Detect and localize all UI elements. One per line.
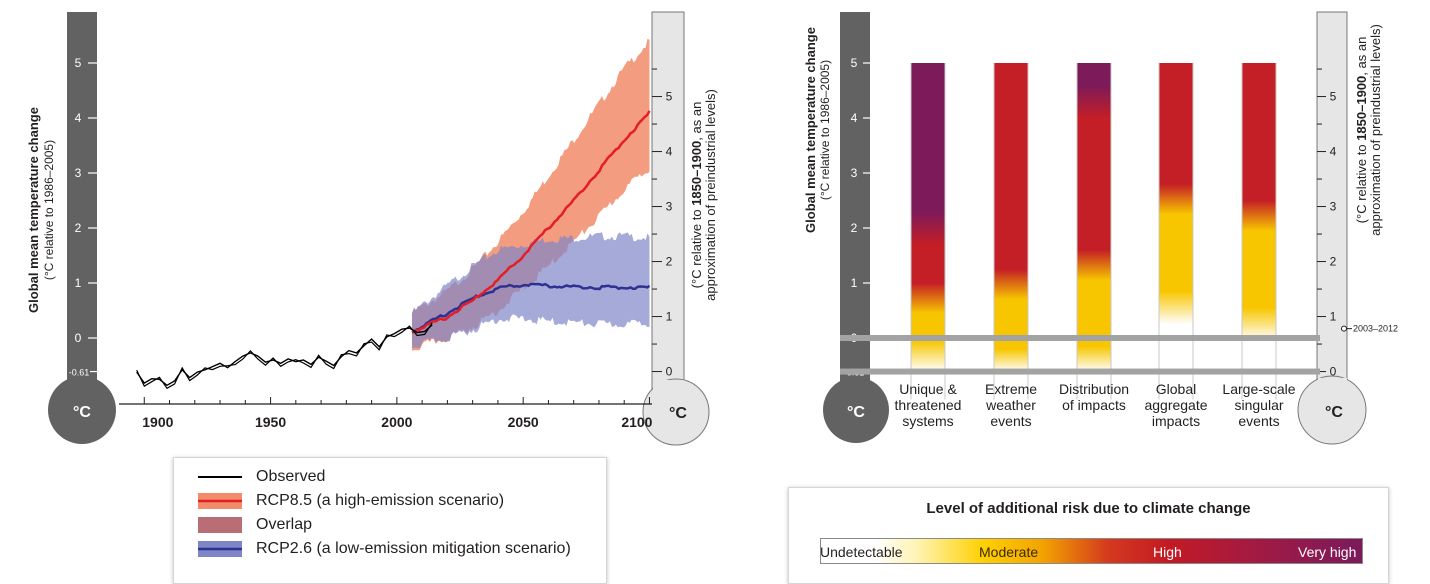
x-axis: 1900 1950 2000 2050 2100 bbox=[119, 397, 653, 430]
temperature-projection-chart: °C °C 0 1 2 3 4 5 -0.61 0 1 2 3 4 5 1900 1950 2000 205… bbox=[26, 11, 718, 446]
right-tick-label: 1 bbox=[666, 310, 673, 324]
left-axis-sublabel: (°C relative to 1986–2005) bbox=[818, 60, 832, 200]
right-tick-label: 5 bbox=[666, 90, 673, 104]
legend-swatch bbox=[198, 541, 242, 557]
left-tick-label: 3 bbox=[75, 166, 82, 180]
left-tick-label: 1 bbox=[75, 276, 82, 290]
risk-bar bbox=[994, 63, 1028, 372]
category-label: Extreme weather events bbox=[985, 381, 1037, 429]
plot-area bbox=[136, 38, 651, 390]
left-thermometer: °C bbox=[48, 12, 116, 444]
right-tick-label: 4 bbox=[666, 145, 673, 159]
right-tick-label: 3 bbox=[1330, 200, 1337, 214]
category-label: Distribution of impacts bbox=[1059, 381, 1129, 413]
left-tick-label: 0 bbox=[75, 331, 82, 345]
legend-label: RCP2.6 (a low-emission mitigation scenar… bbox=[256, 540, 571, 557]
x-tick-label: 2100 bbox=[621, 414, 652, 430]
rcp26-line bbox=[411, 282, 651, 334]
rcp85-line bbox=[411, 110, 651, 334]
annotation-marker bbox=[1341, 325, 1347, 332]
risk-bar bbox=[1242, 63, 1276, 372]
legend-swatch bbox=[198, 517, 242, 533]
x-tick-label: 1950 bbox=[255, 414, 286, 430]
risk-level-legend: Level of additional risk due to climate … bbox=[788, 487, 1389, 584]
right-tick-label: 3 bbox=[666, 200, 673, 214]
legend-swatch bbox=[198, 493, 242, 509]
right-tick-label: 5 bbox=[1330, 90, 1337, 104]
legend-item: RCP8.5 (a high-emission scenario) bbox=[174, 490, 504, 512]
risk-level-moderate: Moderate bbox=[979, 544, 1039, 560]
left-tick-label: 5 bbox=[851, 56, 858, 70]
right-axis: 0 1 2 3 4 5 2003–2012 bbox=[1317, 68, 1398, 379]
left-tick-label: 5 bbox=[75, 56, 82, 70]
right-tick-label: 2 bbox=[666, 255, 673, 269]
risk-level-undetectable: Undetectable bbox=[820, 544, 903, 560]
category-label: Unique & threatened systems bbox=[895, 381, 962, 429]
left-axis-label: Global mean temperature change bbox=[803, 27, 818, 233]
risk-bars bbox=[910, 63, 1277, 400]
right-axis-label-line2: approximation of preindustrial levels) bbox=[703, 89, 718, 301]
left-tick-label: 4 bbox=[851, 111, 858, 125]
baseline-0 bbox=[840, 335, 1320, 341]
legend-item: RCP2.6 (a low-emission mitigation scenar… bbox=[174, 538, 571, 560]
observed-line-secondary bbox=[136, 322, 433, 390]
left-axis: 0 1 2 3 4 5 -0.61 bbox=[69, 56, 97, 378]
category-label: Large-scale singular events bbox=[1222, 381, 1295, 429]
baseline-preindustrial bbox=[840, 368, 1320, 375]
right-tick-label: 4 bbox=[1330, 145, 1337, 159]
right-thermometer-unit: °C bbox=[1325, 404, 1343, 421]
right-tick-label: 0 bbox=[666, 365, 673, 379]
risk-gradient-bar bbox=[820, 538, 1363, 564]
x-tick-label: 2050 bbox=[508, 414, 539, 430]
risk-bar bbox=[1077, 63, 1111, 372]
left-thermometer-unit: °C bbox=[847, 404, 865, 421]
x-tick-label: 2000 bbox=[381, 414, 412, 430]
right-thermometer-unit: °C bbox=[669, 405, 687, 422]
risk-level-high: High bbox=[1153, 544, 1182, 560]
scenario-legend: Observed RCP8.5 (a high-emission scenario… bbox=[173, 457, 607, 584]
left-tick-label: 3 bbox=[851, 166, 858, 180]
rcp26-band bbox=[412, 232, 650, 349]
legend-label: RCP8.5 (a high-emission scenario) bbox=[256, 492, 505, 509]
legend-item: Observed bbox=[174, 466, 325, 488]
right-axis-label: (°C relative to 1850–1900, as an bbox=[1354, 37, 1369, 224]
category-labels: Unique & threatened systems Extreme weather e… bbox=[895, 381, 1296, 429]
observed-line bbox=[136, 324, 433, 387]
x-tick-label: 1900 bbox=[142, 414, 173, 430]
legend-label: Observed bbox=[256, 468, 326, 485]
category-label: Global aggregate impacts bbox=[1144, 381, 1207, 429]
legend-label: Overlap bbox=[256, 516, 313, 533]
right-tick-label: 2 bbox=[1330, 255, 1337, 269]
legend-swatch bbox=[198, 476, 242, 478]
risk-legend-title: Level of additional risk due to climate … bbox=[926, 500, 1251, 517]
left-axis-sublabel: (°C relative to 1986–2005) bbox=[42, 140, 56, 280]
right-axis-label-line2: approximation of preindustrial levels) bbox=[1368, 24, 1383, 236]
right-tick-label: 0 bbox=[1330, 365, 1337, 379]
right-axis-label: (°C relative to 1850–1900, as an bbox=[689, 102, 704, 289]
left-tick-label: 2 bbox=[851, 221, 858, 235]
left-axis-label: Global mean temperature change bbox=[26, 107, 41, 313]
risk-level-very-high: Very high bbox=[1298, 544, 1357, 560]
left-tick-label: 2 bbox=[75, 221, 82, 235]
annotation-label: 2003–2012 bbox=[1353, 324, 1398, 334]
legend-item: Overlap bbox=[174, 514, 312, 536]
risk-bar bbox=[1159, 63, 1193, 372]
left-thermometer-unit: °C bbox=[73, 404, 91, 421]
left-tick-label: 1 bbox=[851, 276, 858, 290]
left-tick-label: 4 bbox=[75, 111, 82, 125]
left-tick-label: -0.61 bbox=[69, 368, 90, 378]
right-axis: 0 1 2 3 4 5 bbox=[652, 68, 673, 379]
baselines bbox=[840, 335, 1320, 375]
right-tick-label: 1 bbox=[1330, 310, 1337, 324]
risk-bar bbox=[911, 63, 945, 372]
